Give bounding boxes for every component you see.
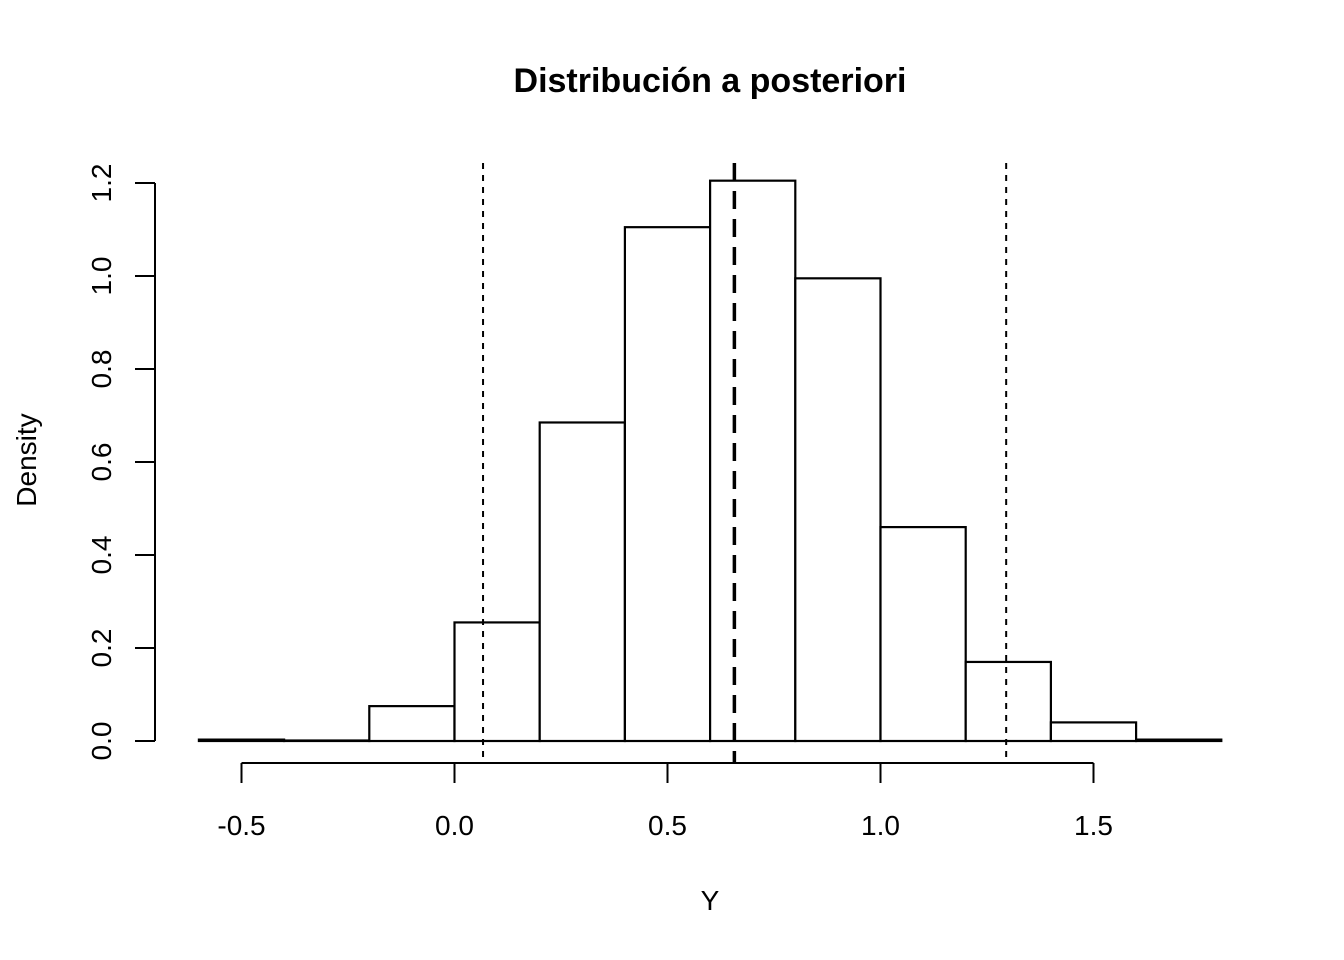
histogram-bar-2 bbox=[368, 705, 456, 743]
chart-title: Distribución a posteriori bbox=[514, 62, 907, 100]
x-axis: -0.5 0.0 0.5 1.0 1.5 bbox=[217, 762, 1113, 841]
histogram-bar-10 bbox=[1049, 721, 1138, 743]
x-axis-label: Y bbox=[701, 885, 720, 916]
histogram-bar-0 bbox=[197, 738, 286, 743]
histogram-bar-7 bbox=[794, 277, 882, 743]
histogram-bar-3 bbox=[453, 621, 541, 743]
y-tick-label-1: 0.2 bbox=[86, 629, 117, 668]
y-tick-label-6: 1.2 bbox=[86, 164, 117, 203]
y-tick-label-4: 0.8 bbox=[86, 350, 117, 389]
bars-group bbox=[197, 179, 1223, 743]
y-tick-label-0: 0.0 bbox=[86, 722, 117, 761]
x-tick-label-1: 0.0 bbox=[435, 810, 474, 841]
y-tick-label-3: 0.6 bbox=[86, 443, 117, 482]
histogram-bar-5 bbox=[623, 226, 712, 743]
x-tick-label-2: 0.5 bbox=[648, 810, 687, 841]
y-axis: 0.0 0.2 0.4 0.6 0.8 1.0 1.2 bbox=[86, 164, 156, 761]
y-tick-label-5: 1.0 bbox=[86, 257, 117, 296]
histogram-bar-6 bbox=[708, 179, 797, 743]
histogram-bar-4 bbox=[538, 421, 627, 743]
x-tick-label-0: -0.5 bbox=[217, 810, 265, 841]
y-axis-label: Density bbox=[11, 413, 42, 506]
x-tick-label-4: 1.5 bbox=[1074, 810, 1113, 841]
x-tick-label-3: 1.0 bbox=[861, 810, 900, 841]
histogram-bar-8 bbox=[879, 525, 967, 743]
reference-lines bbox=[482, 163, 1008, 763]
y-tick-label-2: 0.4 bbox=[86, 536, 117, 575]
histogram-bar-1 bbox=[283, 739, 371, 743]
histogram-bar-11 bbox=[1134, 738, 1223, 743]
histogram-bar-9 bbox=[964, 660, 1053, 743]
